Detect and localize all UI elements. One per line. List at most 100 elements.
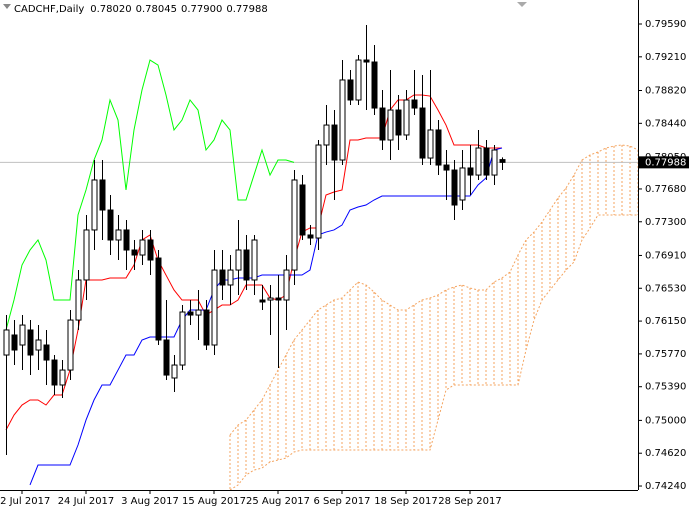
candle-body: [379, 107, 386, 141]
candle-body: [99, 179, 106, 211]
x-tick-label: 25 Aug 2017: [246, 496, 310, 507]
y-tick-label: 0.78820: [645, 86, 686, 97]
candle: [107, 194, 114, 256]
candle: [323, 105, 330, 166]
current-price-label: 0.77988: [645, 157, 686, 168]
candle-body: [67, 319, 74, 371]
menu-icon[interactable]: [3, 4, 11, 9]
candle-body: [35, 339, 42, 351]
candle: [219, 250, 226, 301]
candle: [379, 89, 386, 151]
candle: [83, 215, 90, 301]
candle-body: [11, 334, 18, 351]
candle-body: [115, 229, 122, 241]
candle-body: [107, 209, 114, 241]
y-tick-label: 0.78440: [645, 118, 686, 129]
candle-body: [235, 249, 242, 271]
candle-body: [43, 344, 50, 361]
x-tick-label: 18 Sep 2017: [374, 496, 437, 507]
candle-body: [475, 147, 482, 176]
candle: [27, 320, 34, 376]
x-tick-label: 3 Aug 2017: [121, 496, 179, 507]
candle: [123, 220, 130, 271]
candle-body: [355, 59, 362, 101]
candle: [283, 255, 290, 330]
candle-body: [347, 79, 354, 101]
candle: [291, 170, 298, 285]
candle: [115, 215, 122, 261]
symbol-label: CADCHF,Daily: [14, 4, 84, 15]
candle-body: [59, 369, 66, 386]
candle: [163, 300, 170, 380]
candle-body: [275, 297, 282, 301]
candle: [139, 229, 146, 266]
candle: [307, 225, 314, 245]
candle-body: [187, 311, 194, 316]
y-tick-label: 0.77300: [645, 217, 686, 228]
candle: [267, 284, 274, 335]
candle-body: [27, 329, 34, 356]
header-open: 0.78020: [90, 4, 131, 15]
candle-body: [323, 124, 330, 146]
candle: [35, 325, 42, 371]
candle: [147, 229, 154, 276]
candle-body: [139, 239, 146, 256]
candle: [3, 315, 10, 456]
candle: [171, 355, 178, 392]
candle: [155, 250, 162, 346]
candle: [387, 70, 394, 161]
plot-area: [0, 25, 639, 491]
candle: [467, 144, 474, 195]
candle-body: [75, 279, 82, 321]
indicator-line: [5, 59, 295, 331]
candle-body: [3, 329, 10, 356]
candle-body: [403, 99, 410, 136]
candle-body: [451, 169, 458, 206]
candle: [355, 55, 362, 106]
y-tick-label: 0.75390: [645, 382, 686, 393]
x-tick-label: 15 Aug 2017: [182, 496, 246, 507]
candle: [179, 305, 186, 371]
y-tick-label: 0.76910: [645, 250, 686, 261]
chart-header: CADCHF,Daily 0.78020 0.78045 0.77900 0.77988: [14, 4, 268, 15]
candle-body: [91, 179, 98, 231]
candle: [187, 300, 194, 326]
candle-body: [395, 109, 402, 136]
candle-body: [331, 124, 338, 161]
candle-body: [155, 257, 162, 341]
candle-body: [195, 309, 202, 316]
y-tick-label: 0.76150: [645, 316, 686, 327]
candle: [483, 139, 490, 180]
candle: [411, 70, 418, 116]
candle-body: [307, 234, 314, 239]
y-tick-label: 0.75770: [645, 349, 686, 360]
candle-body: [171, 364, 178, 379]
candle: [51, 355, 58, 396]
candle: [395, 94, 402, 151]
candle-body: [147, 239, 154, 261]
candle: [299, 175, 306, 240]
candle-body: [283, 269, 290, 301]
candle: [427, 70, 434, 166]
y-tick-label: 0.79210: [645, 52, 686, 63]
shift-marker[interactable]: [517, 2, 527, 7]
x-tick-label: 6 Sep 2017: [313, 496, 370, 507]
candle: [499, 157, 506, 170]
candle-body: [339, 79, 346, 161]
candle-body: [363, 59, 370, 63]
candle: [315, 139, 322, 251]
candle: [371, 44, 378, 116]
candle: [131, 239, 138, 271]
header-close: 0.77988: [226, 4, 267, 15]
candle: [235, 220, 242, 296]
candle-body: [19, 324, 26, 346]
candle: [75, 270, 82, 330]
candle: [459, 150, 466, 211]
candle: [19, 315, 26, 371]
candle-body: [387, 109, 394, 141]
candle: [99, 160, 106, 240]
candle: [91, 160, 98, 251]
candle: [243, 234, 250, 290]
candle-body: [219, 269, 226, 286]
cloud-span-b: [229, 214, 638, 491]
